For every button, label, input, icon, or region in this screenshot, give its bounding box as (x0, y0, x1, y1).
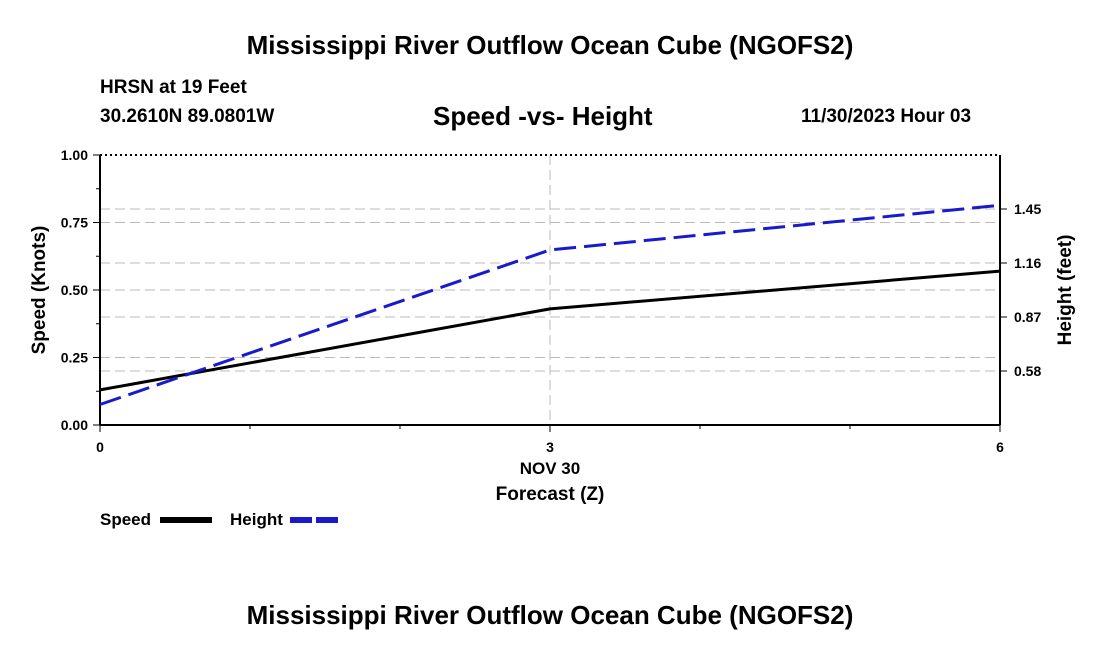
grid-layer (100, 155, 1000, 425)
series-layer (99, 203, 1001, 406)
footer-title: Mississippi River Outflow Ocean Cube (NG… (246, 600, 854, 630)
y2-tick-label: 1.45 (1014, 201, 1041, 217)
x-tick-label: 0 (96, 439, 104, 455)
legend-height-label: Height (230, 510, 283, 529)
y-tick-label: 0.75 (61, 215, 88, 231)
legend-speed-label: Speed (100, 510, 152, 529)
x-date-label: NOV 30 (520, 459, 580, 478)
y-tick-label: 0.25 (61, 350, 88, 366)
station-label: HRSN at 19 Feet (100, 77, 247, 98)
y2-tick-label: 1.16 (1014, 255, 1041, 271)
series-height-line (99, 203, 1001, 406)
legend-speed-swatch (160, 517, 212, 523)
x-axis-title: Forecast (Z) (496, 484, 605, 505)
y-tick-label: 0.00 (61, 417, 88, 433)
y2-tick-label: 0.87 (1014, 309, 1041, 325)
legend-height-swatch (290, 517, 342, 523)
series-speed-line (99, 269, 1001, 392)
x-tick-label: 3 (546, 439, 554, 455)
forecast-date: 11/30/2023 Hour 03 (801, 106, 972, 127)
chart-title: Speed -vs- Height (433, 101, 653, 131)
axis-layer (93, 154, 1007, 432)
station-coordinates: 30.2610N 89.0801W (100, 106, 275, 127)
x-tick-label: 6 (996, 439, 1004, 455)
y-tick-label: 1.00 (61, 147, 88, 163)
y2-axis-title: Height (feet) (1055, 235, 1076, 346)
y-tick-label: 0.50 (61, 282, 88, 298)
page-title: Mississippi River Outflow Ocean Cube (NG… (246, 30, 854, 60)
y-axis-title: Speed (Knots) (29, 226, 50, 355)
y2-tick-label: 0.58 (1014, 363, 1041, 379)
label-layer: 0.00 0.25 0.50 0.75 1.00 0.58 0.87 1.16 1.45 0 3 6 S… (29, 147, 1076, 505)
